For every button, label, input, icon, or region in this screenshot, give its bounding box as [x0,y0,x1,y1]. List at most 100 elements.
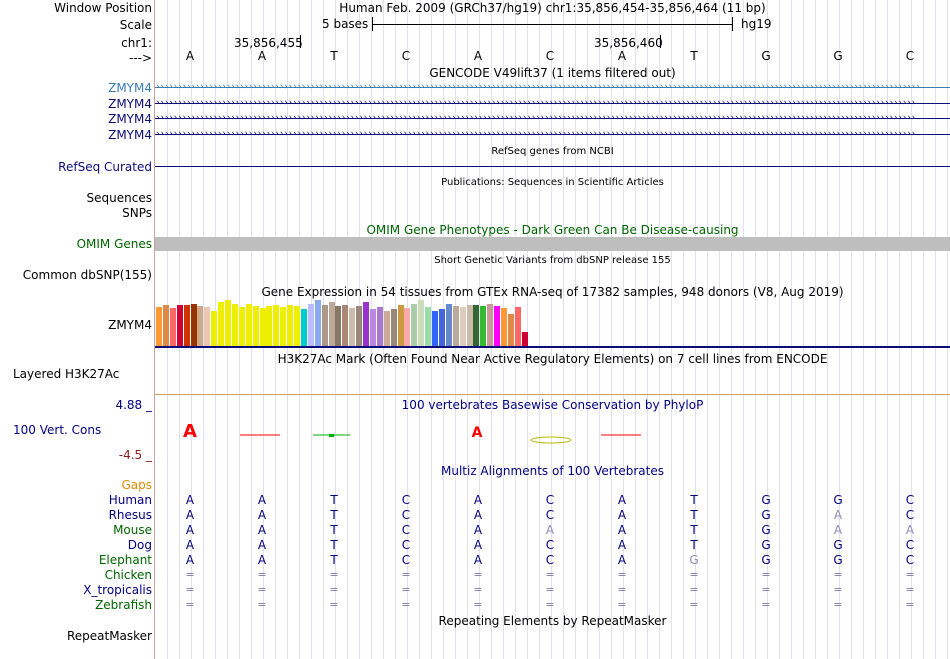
gtex-tissue-bar[interactable] [391,309,397,346]
track-data-pane[interactable]: Human Feb. 2009 (GRCh37/hg19) chr1:35,85… [155,0,950,659]
multiz-species-label[interactable]: Dog [127,538,152,552]
multiz-base: T [330,523,338,537]
gtex-tissue-bar[interactable] [349,308,355,346]
multiz-base: C [905,553,915,567]
gtex-tissue-bar[interactable] [260,308,266,346]
multiz-base: G [833,493,843,507]
gridline [779,0,780,659]
gtex-tissue-bar[interactable] [439,309,445,346]
h3k27ac-signal-baseline[interactable] [155,394,950,395]
gtex-tissue-bar[interactable] [460,307,466,346]
gtex-tissue-bar[interactable] [370,309,376,346]
repeatmasker-track-label[interactable]: RepeatMasker [66,629,152,643]
gtex-tissue-bar[interactable] [225,300,231,346]
multiz-species-label[interactable]: X_tropicalis [83,583,152,597]
gtex-tissue-bar[interactable] [294,306,300,346]
multiz-base: = [761,583,771,596]
gtex-tissue-bar[interactable] [501,308,507,346]
phylop-conservation-plot[interactable]: A A [155,418,950,448]
gtex-tissue-bar[interactable] [191,304,197,346]
gtex-tissue-bar[interactable] [335,306,341,346]
gtex-tissue-bar[interactable] [487,304,493,346]
gtex-tissue-bar[interactable] [315,300,321,346]
gtex-tissue-bar[interactable] [308,304,314,346]
strand-arrow-label[interactable]: ---> [128,51,152,65]
gencode-track-label-4[interactable]: ZMYM4 [108,128,152,142]
multiz-base: C [905,493,915,507]
gtex-tissue-bar[interactable] [425,307,431,346]
gencode-track-label-3[interactable]: ZMYM4 [108,112,152,126]
gtex-tissue-bar[interactable] [480,306,486,346]
gtex-tissue-bar[interactable] [287,305,293,346]
dbsnp-track-label[interactable]: Common dbSNP(155) [22,268,152,282]
multiz-base: = [833,598,843,611]
gencode-track-label-1[interactable]: ZMYM4 [108,81,152,95]
gtex-tissue-bar[interactable] [418,300,424,346]
gtex-tissue-bar[interactable] [266,306,272,346]
multiz-species-label[interactable]: Human [108,493,152,507]
gtex-tissue-bar[interactable] [356,306,362,346]
multiz-base: = [545,568,555,581]
gtex-tissue-bar[interactable] [197,306,203,346]
gtex-tissue-bar[interactable] [232,304,238,346]
multiz-species-label[interactable]: Mouse [113,523,152,537]
gtex-tissue-bar[interactable] [494,306,500,346]
gtex-tissue-bar[interactable] [239,307,245,346]
gtex-tissue-bar[interactable] [515,307,521,346]
pubs-snps-label[interactable]: SNPs [122,206,152,220]
gridline [599,0,600,659]
gtex-tissue-bar[interactable] [184,305,190,346]
gtex-tissue-bar[interactable] [473,305,479,346]
multiz-species-label[interactable]: Chicken [104,568,152,582]
multiz-base: A [617,508,627,522]
sequence-base: A [473,49,483,63]
gtex-tissue-bar[interactable] [411,304,417,346]
gtex-tissue-bar[interactable] [246,304,252,346]
refseq-track-label[interactable]: RefSeq Curated [58,160,152,174]
gtex-tissue-bar[interactable] [211,311,217,346]
gtex-tissue-bar[interactable] [204,307,210,346]
gtex-tissue-bar[interactable] [301,309,307,346]
gtex-track-label[interactable]: ZMYM4 [108,318,152,332]
gtex-tissue-bar[interactable] [398,305,404,346]
gtex-tissue-bar[interactable] [163,305,169,346]
gtex-tissue-bar[interactable] [253,306,259,346]
gtex-tissue-bar[interactable] [508,314,514,346]
multiz-species-label[interactable]: Rhesus [108,508,152,522]
multiz-base: A [257,493,267,507]
multiz-species-label[interactable]: Zebrafish [95,598,152,612]
gtex-tissue-bar[interactable] [280,307,286,346]
pubs-sequences-label[interactable]: Sequences [86,191,152,205]
gtex-tissue-bar[interactable] [432,311,438,346]
gtex-tissue-bar[interactable] [363,302,369,346]
gtex-tissue-bar[interactable] [342,305,348,346]
gtex-tissue-bar[interactable] [384,311,390,346]
gtex-tissue-bar[interactable] [453,306,459,346]
h3k27ac-track-label[interactable]: Layered H3K27Ac [13,367,120,381]
omim-track-label[interactable]: OMIM Genes [76,237,152,251]
gtex-tissue-bar[interactable] [467,305,473,346]
gtex-tissue-bar[interactable] [177,305,183,346]
gtex-tissue-bar[interactable] [170,308,176,346]
omim-feature-bar[interactable] [155,237,950,251]
multiz-species-label[interactable]: Elephant [98,553,152,567]
gtex-tissue-bar[interactable] [446,304,452,346]
gtex-tissue-bar[interactable] [156,307,162,346]
gtex-tissue-bar[interactable] [329,302,335,346]
gtex-tissue-bar[interactable] [273,305,279,346]
multiz-base: C [401,508,411,522]
gtex-tissue-bar[interactable] [404,308,410,346]
gtex-tissue-bar[interactable] [322,305,328,346]
gtex-tissue-bar[interactable] [377,307,383,346]
phylop-track-label[interactable]: 100 Vert. Cons [13,423,102,437]
gtex-tissue-bar[interactable] [522,332,528,346]
scale-bar [372,24,733,25]
gridline [947,0,948,659]
refseq-gene-line[interactable] [155,166,950,167]
multiz-base: A [617,493,627,507]
gencode-track-label-2[interactable]: ZMYM4 [108,97,152,111]
gtex-expression-bars[interactable] [155,300,950,346]
gtex-tissue-bar[interactable] [218,302,224,346]
gencode-line-2 [155,103,950,104]
multiz-base: A [473,508,483,522]
